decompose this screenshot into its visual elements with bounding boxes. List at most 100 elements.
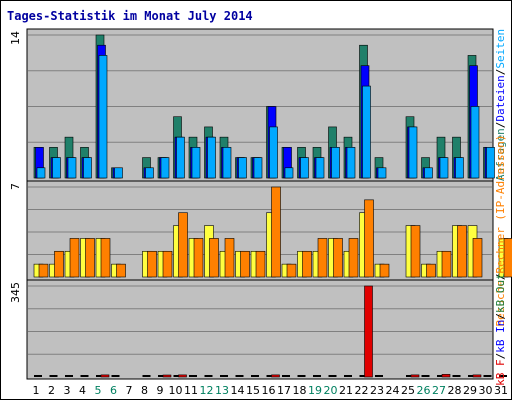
x-tick-label: 10	[169, 384, 183, 397]
bar-seiten	[362, 85, 371, 179]
bar-seiten	[191, 147, 201, 179]
bar-besuche	[472, 238, 483, 278]
bar-kb-f	[271, 374, 280, 378]
bar-besuche	[85, 238, 95, 278]
bar-kb-f	[410, 374, 420, 378]
bar-besuche	[333, 238, 343, 278]
x-tick-label: 26	[417, 384, 431, 397]
bar-kb-f	[472, 374, 482, 378]
bar-kb-f	[364, 285, 373, 378]
bar-besuche	[410, 225, 421, 278]
bar-seiten	[253, 157, 263, 179]
bar-seiten	[67, 157, 77, 179]
x-tick-label: 3	[64, 384, 71, 397]
x-tick-label: 22	[355, 384, 369, 397]
bar-kb-out	[468, 375, 476, 377]
bar-kb-out	[313, 375, 321, 377]
x-tick-label: 27	[432, 384, 446, 397]
bar-besuche	[286, 263, 297, 278]
bar-besuche	[69, 238, 80, 278]
bar-kb-out	[80, 375, 89, 377]
bar-kb-out	[251, 375, 259, 377]
bar-kb-out	[421, 375, 430, 377]
legend-entry: kB Out	[494, 273, 507, 313]
bar-besuche	[317, 238, 328, 278]
bar-seiten	[145, 167, 154, 179]
bar-kb-out	[328, 375, 337, 377]
bar-besuche	[209, 238, 219, 278]
bar-kb-out	[406, 375, 414, 377]
bar-kb-out	[266, 375, 275, 377]
bar-besuche	[116, 263, 126, 278]
x-tick-label: 20	[324, 384, 338, 397]
x-tick-label: 30	[479, 384, 493, 397]
bar-kb-f	[441, 374, 451, 378]
x-tick-label: 28	[448, 384, 462, 397]
bar-besuche	[379, 263, 390, 278]
panel-legend: kB F/kB In/kB Out	[494, 273, 507, 386]
bar-seiten	[455, 157, 464, 179]
bar-besuche	[271, 186, 281, 278]
bar-seiten	[207, 136, 216, 179]
bar-kb-out	[142, 375, 151, 377]
bar-seiten	[346, 147, 356, 179]
legend-entry: Seiten	[494, 29, 507, 69]
x-tick-label: 11	[184, 384, 198, 397]
bar-kb-out	[111, 375, 120, 377]
legend-entry: kB F	[494, 359, 507, 386]
legend-entry: /	[494, 69, 507, 76]
bar-seiten	[470, 106, 480, 179]
legend-entry: Anfragen	[494, 128, 507, 181]
bar-besuche	[100, 238, 111, 278]
bar-kb-out	[359, 375, 368, 377]
x-tick-label: 5	[95, 384, 102, 397]
bar-besuche	[240, 250, 250, 278]
y-max-label: 14	[9, 31, 22, 45]
chart-title: Tages-Statistik im Monat July 2014	[7, 9, 253, 23]
x-tick-label: 19	[308, 384, 322, 397]
legend-entry: Rechner (IP-Adressen)	[494, 134, 507, 273]
x-tick-label: 13	[215, 384, 229, 397]
bar-seiten	[486, 147, 495, 179]
bar-besuche	[147, 250, 157, 278]
x-tick-label: 18	[293, 384, 307, 397]
x-tick-label: 9	[157, 384, 164, 397]
bar-besuche	[348, 238, 359, 278]
bar-kb-out	[96, 375, 104, 377]
bar-seiten	[300, 157, 309, 179]
bar-besuche	[255, 250, 266, 278]
bar-kb-out	[189, 375, 197, 377]
panel-legend: Anfragen/Dateien/Seiten	[494, 29, 507, 181]
x-tick-label: 6	[110, 384, 117, 397]
bar-kb-f	[100, 374, 110, 378]
bar-besuche	[302, 250, 312, 278]
bar-besuche	[364, 199, 374, 278]
bar-seiten	[238, 157, 247, 179]
x-tick-label: 8	[141, 384, 148, 397]
bar-kb-out	[220, 375, 228, 377]
legend-entry: Besuche	[494, 280, 507, 326]
bar-kb-out	[49, 375, 58, 377]
panel-background	[26, 279, 494, 380]
y-max-label: 345	[9, 282, 22, 303]
x-tick-label: 15	[246, 384, 260, 397]
x-tick-label: 21	[339, 384, 353, 397]
bar-besuche	[178, 212, 188, 278]
x-tick-label: 25	[401, 384, 415, 397]
x-tick-label: 2	[48, 384, 55, 397]
bar-besuche	[38, 263, 49, 278]
legend-entry: /	[494, 274, 507, 281]
x-tick-label: 1	[33, 384, 40, 397]
x-tick-label: 4	[79, 384, 86, 397]
bar-seiten	[114, 167, 123, 179]
panel-legend: Besuche/Rechner (IP-Adressen)	[494, 134, 507, 326]
bar-seiten	[83, 157, 92, 179]
bar-besuche	[224, 238, 235, 278]
bar-seiten	[269, 126, 278, 179]
bar-besuche	[503, 238, 512, 278]
bar-kb-out	[297, 375, 306, 377]
x-tick-label: 12	[200, 384, 214, 397]
bar-kb-f	[162, 374, 172, 378]
